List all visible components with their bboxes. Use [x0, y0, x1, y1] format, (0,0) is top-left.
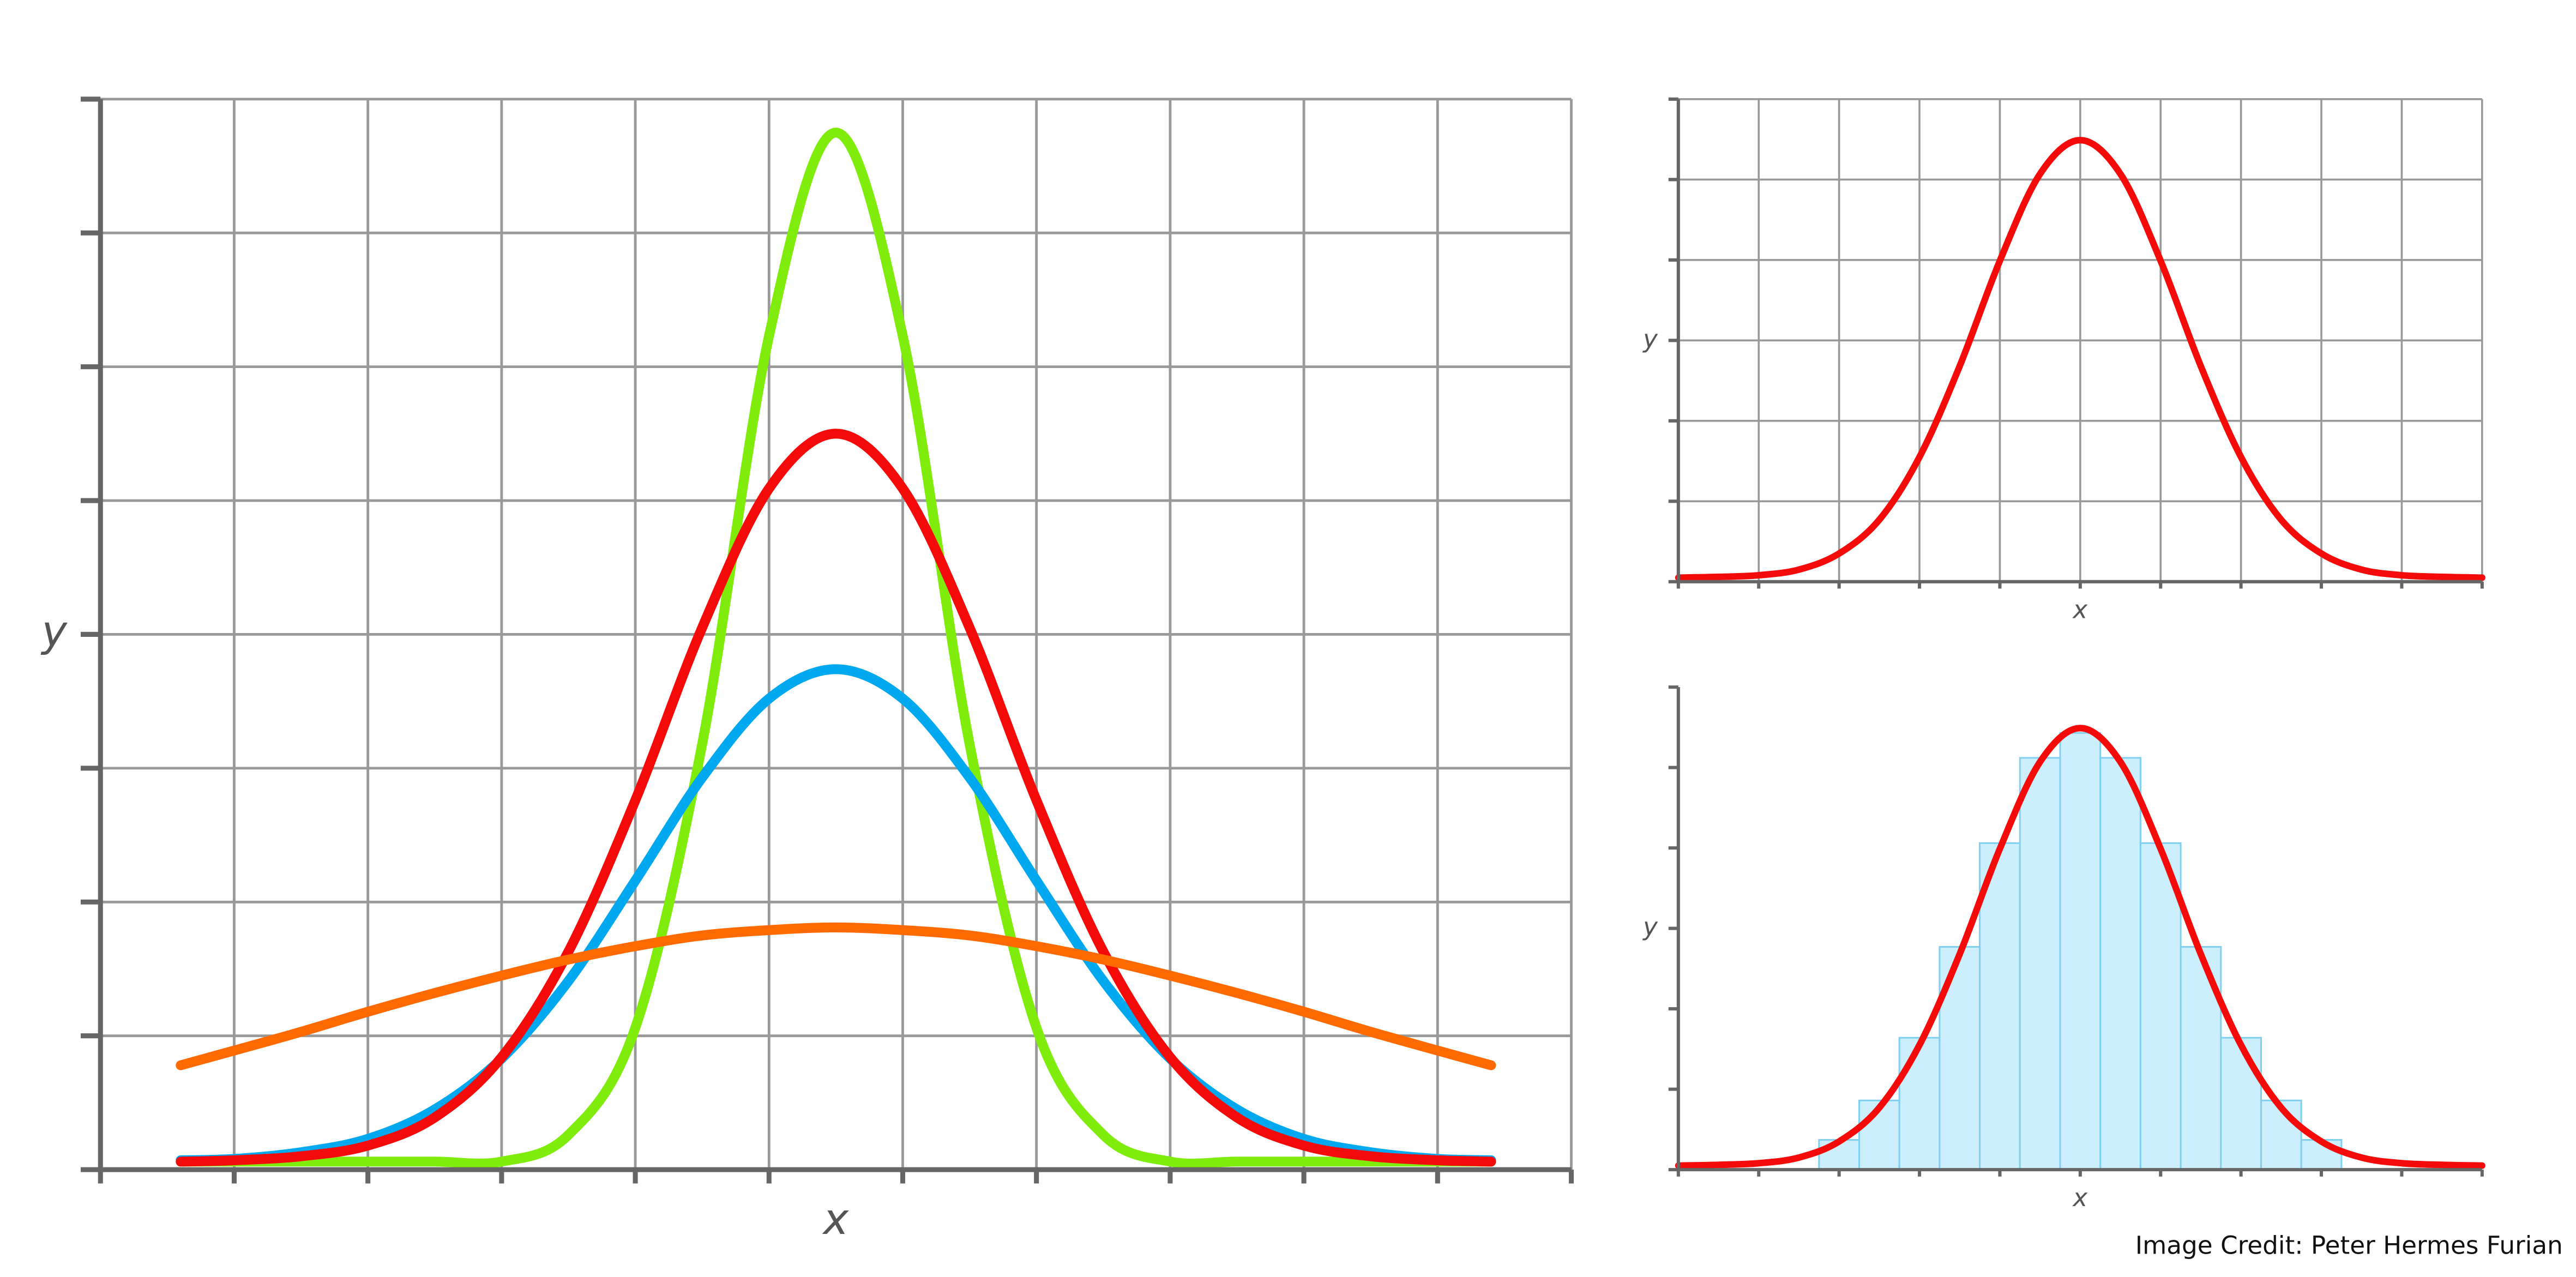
histogram-bar: [2019, 757, 2061, 1171]
curve: [176, 664, 1496, 1165]
x-axis-label: x: [2072, 1183, 2088, 1212]
curve: [176, 128, 1496, 1169]
y-axis-label: y: [1642, 324, 1658, 353]
curve: [1675, 136, 2485, 581]
curve: [176, 922, 1496, 1070]
curve: [1675, 725, 2485, 1169]
y-axis-label: y: [1642, 912, 1658, 941]
curve: [176, 429, 1496, 1167]
image-credit: Image Credit: Peter Hermes Furian: [2135, 1231, 2563, 1260]
histogram-bar: [1898, 1037, 1941, 1171]
histogram-bar: [2220, 1037, 2262, 1171]
x-axis-label: x: [2072, 595, 2088, 624]
x-axis-label: x: [822, 1194, 850, 1244]
histogram-bar: [2099, 757, 2141, 1171]
y-axis-label: y: [40, 606, 68, 656]
histogram-bar: [2059, 732, 2102, 1171]
